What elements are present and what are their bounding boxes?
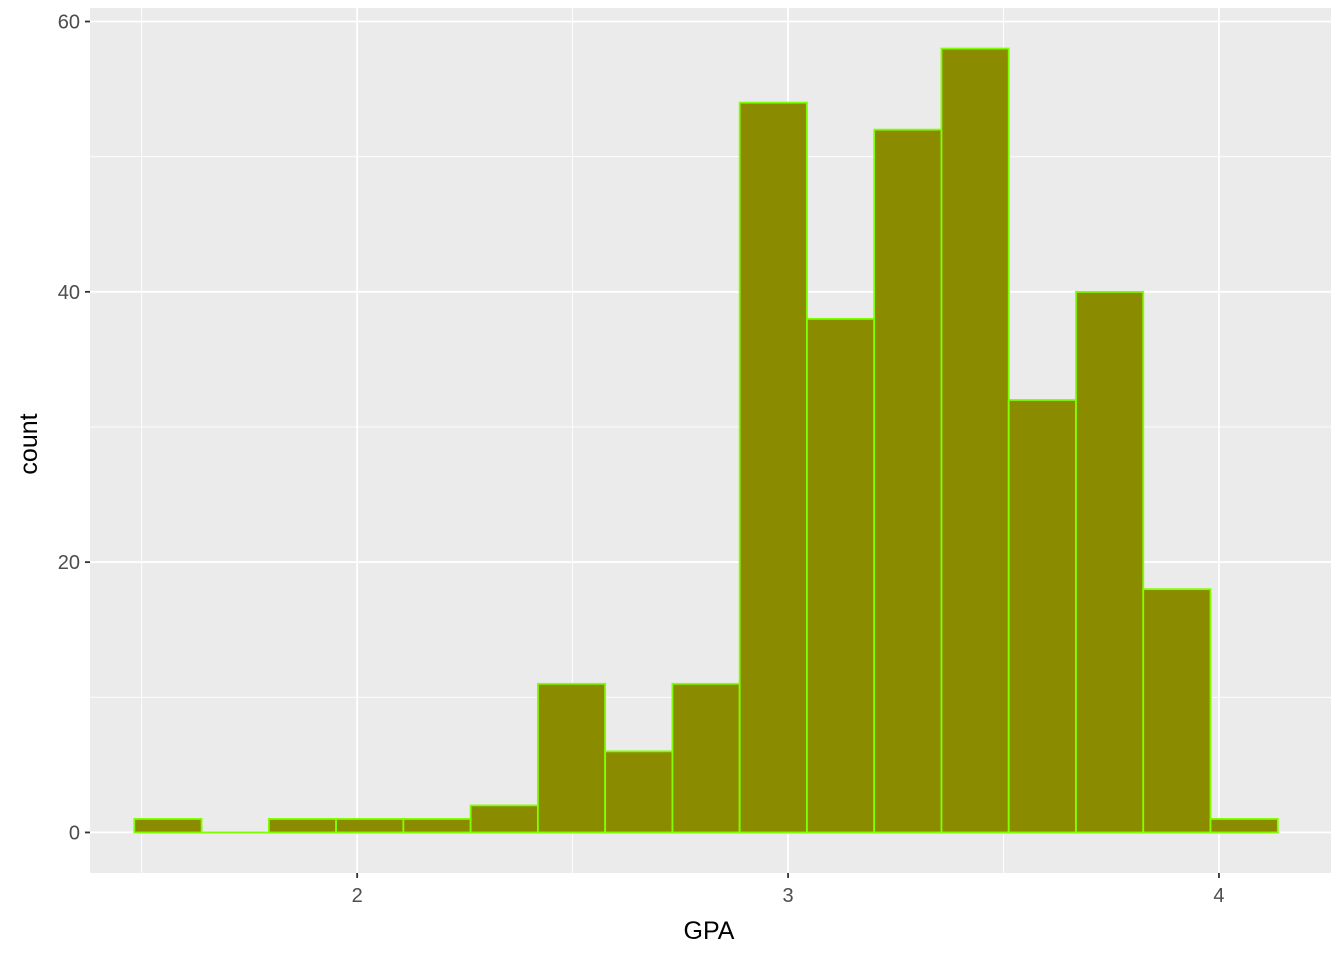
y-axis-title: count — [15, 413, 43, 474]
histogram-bar-1 — [133, 818, 203, 834]
histogram-bar-13 — [940, 47, 1010, 834]
x-tick-label: 2 — [352, 885, 363, 907]
histogram-bar-7 — [536, 682, 607, 834]
histogram-bar-3 — [267, 818, 337, 834]
histogram-bar-10 — [738, 101, 808, 834]
y-tick-label: 20 — [58, 552, 80, 574]
histogram-bar-16 — [1142, 588, 1212, 834]
histogram-bar-11 — [806, 317, 876, 834]
x-tick-label: 3 — [783, 885, 794, 907]
histogram-bar-12 — [873, 128, 943, 834]
histogram-bar-5 — [402, 818, 472, 834]
histogram-bar-6 — [469, 804, 539, 834]
histogram-bars — [133, 47, 1279, 834]
y-axis: 0 20 40 60 — [58, 12, 90, 844]
histogram-bar-4 — [335, 818, 405, 834]
histogram-bar-8 — [604, 750, 674, 834]
x-axis: 2 3 4 — [352, 873, 1225, 907]
y-tick-label: 60 — [58, 12, 80, 34]
y-tick-label: 40 — [58, 282, 80, 304]
x-tick-label: 4 — [1213, 885, 1224, 907]
histogram-bar-9 — [671, 682, 741, 834]
y-tick-label: 0 — [69, 822, 80, 844]
histogram-bar-14 — [1007, 399, 1077, 834]
histogram-bar-15 — [1075, 290, 1145, 834]
x-axis-title: GPA — [684, 917, 735, 945]
histogram-bar-17 — [1209, 818, 1279, 834]
